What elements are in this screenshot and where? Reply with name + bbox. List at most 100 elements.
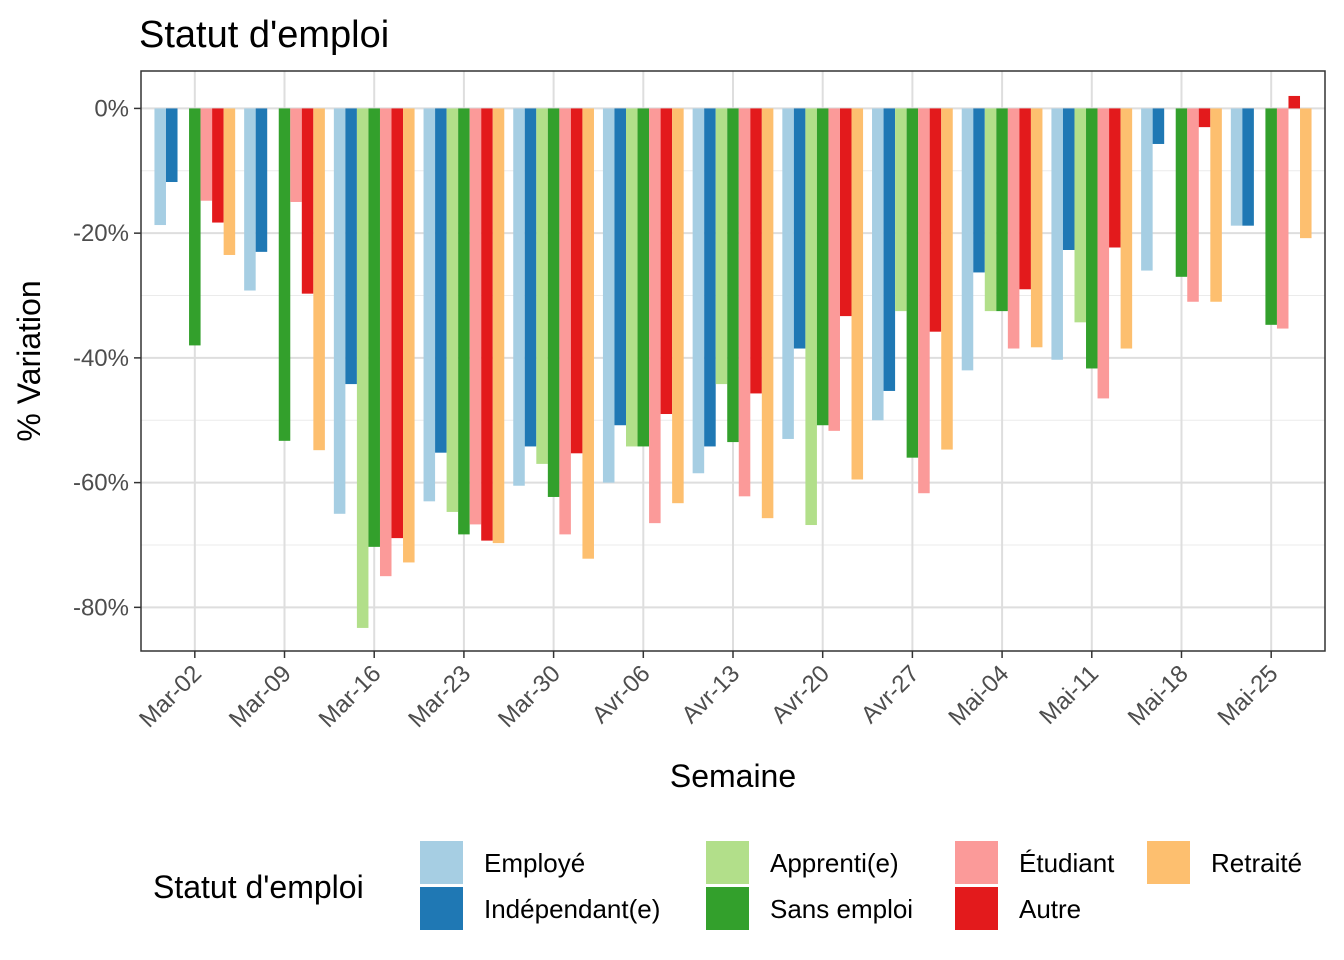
legend-title: Statut d'emploi [153, 869, 364, 905]
x-tick-label: Avr-13 [676, 660, 745, 729]
bar [165, 108, 178, 183]
x-tick-label: Avr-06 [587, 660, 656, 729]
bar [782, 108, 794, 439]
bar [793, 108, 806, 349]
bar [1086, 108, 1098, 369]
bar [637, 108, 650, 447]
bar [626, 108, 638, 447]
legend-key [420, 887, 463, 930]
bar [1097, 108, 1110, 399]
x-tick-label: Mai-25 [1212, 660, 1283, 731]
bar [1198, 108, 1211, 128]
bar [761, 108, 774, 519]
bar [750, 108, 762, 394]
bar [1074, 108, 1087, 323]
bar [816, 108, 829, 426]
bar [929, 108, 942, 332]
legend-label: Indépendant(e) [484, 894, 660, 924]
bar [738, 108, 751, 497]
bar [851, 108, 864, 480]
y-tick-label: -60% [73, 470, 129, 497]
legend-label: Autre [1019, 894, 1081, 924]
bar [154, 108, 166, 226]
bar [559, 108, 571, 535]
bar [446, 108, 459, 512]
legend-label: Apprenti(e) [770, 848, 899, 878]
bar [1152, 108, 1165, 144]
bar [961, 108, 974, 371]
x-tick-label: Mar-23 [403, 660, 476, 733]
bar [1242, 108, 1254, 226]
x-tick-label: Mai-04 [943, 660, 1014, 731]
legend-key [955, 887, 998, 930]
bar [941, 108, 953, 450]
bar [1007, 108, 1020, 349]
bar [660, 108, 673, 415]
bar [492, 108, 505, 544]
bar [828, 108, 840, 431]
bar [649, 108, 661, 524]
x-axis-title: Semaine [670, 758, 796, 794]
legend-key [706, 887, 749, 930]
legend-key [955, 841, 998, 884]
bar [715, 108, 728, 385]
bar [345, 108, 357, 385]
bar [602, 108, 615, 483]
bar [1230, 108, 1243, 226]
bar [313, 108, 325, 451]
bar [1288, 95, 1301, 109]
bar [1019, 108, 1031, 290]
x-tick-label: Mai-11 [1034, 660, 1104, 730]
bar [614, 108, 626, 426]
bar [883, 108, 896, 391]
bar [727, 108, 739, 443]
x-tick-label: Avr-27 [856, 660, 925, 729]
bar [368, 108, 380, 547]
y-axis: 0% -20% -40% -60% -80% [73, 95, 141, 621]
bar [212, 108, 224, 223]
bar [547, 108, 560, 497]
legend-label: Étudiant [1019, 848, 1115, 878]
bar [536, 108, 548, 464]
bar [301, 108, 314, 294]
bar [379, 108, 392, 577]
y-tick-label: -80% [73, 594, 129, 621]
bar [513, 108, 525, 486]
x-tick-label: Mar-16 [314, 660, 387, 733]
x-tick-label: Mar-09 [224, 660, 297, 733]
y-tick-label: -40% [73, 345, 129, 372]
bar [244, 108, 256, 291]
bar [973, 108, 985, 273]
bar [333, 108, 346, 514]
bar [290, 108, 302, 202]
bar [255, 108, 268, 252]
legend-key [1147, 841, 1190, 884]
y-axis-title: % Variation [11, 280, 47, 441]
bar [1062, 108, 1075, 250]
bar [692, 108, 705, 474]
bar [458, 108, 470, 535]
bar [1276, 108, 1289, 329]
bar [403, 108, 415, 563]
x-tick-label: Mar-02 [134, 660, 207, 733]
bar [1141, 108, 1153, 271]
legend-label: Retraité [1211, 848, 1302, 878]
bar [1175, 108, 1188, 277]
y-tick-label: -20% [73, 220, 129, 247]
bar [1300, 108, 1312, 239]
bar [356, 108, 369, 628]
legend-label: Sans emploi [770, 894, 913, 924]
chart-title: Statut d'emploi [139, 14, 389, 56]
bar [918, 108, 930, 494]
bar [278, 108, 291, 441]
bar [223, 108, 236, 255]
x-tick-label: Mai-18 [1123, 660, 1194, 731]
bar [672, 108, 684, 504]
x-tick-label: Mar-30 [493, 660, 566, 733]
bar [872, 108, 884, 421]
bar [200, 108, 213, 201]
x-axis: Mar-02 Mar-09 Mar-16 Mar-23 Mar-30 Avr-06 Avr-… [134, 651, 1283, 733]
legend-label: Employé [484, 848, 585, 878]
bar [984, 108, 997, 312]
